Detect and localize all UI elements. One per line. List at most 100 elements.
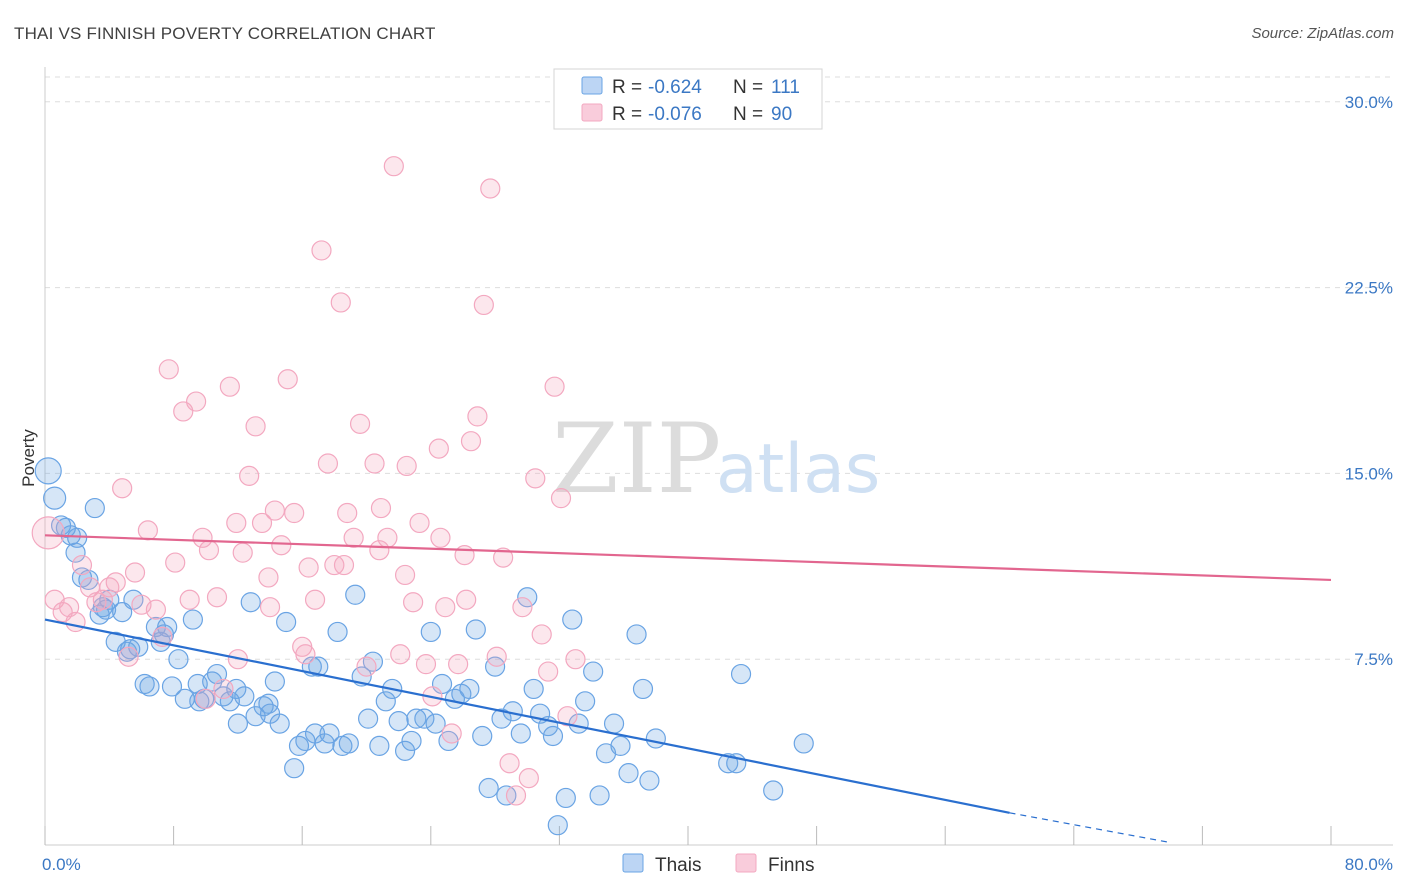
finns-point [264,500,285,521]
finns-point [92,589,113,610]
thais-n-label: N = [733,77,763,98]
finns-n-value: 90 [771,104,792,125]
thais-point [234,686,255,707]
finns-point [550,488,572,509]
finns-point [349,413,371,434]
finns-point [124,562,146,583]
finns-point [304,589,326,610]
source-credit: Source: ZipAtlas.com [1251,25,1394,42]
finns-point [165,552,186,573]
thais-point [632,678,654,700]
finns-r-value: -0.076 [648,104,702,125]
finns-point [467,406,488,427]
thais-point [645,728,666,749]
thais-point [259,703,281,724]
thais-point [465,619,486,640]
finns-point [298,557,319,578]
finns-point [518,768,539,789]
finns-n-label: N = [733,104,763,125]
y-axis-label: Poverty [19,429,38,487]
thais-point [555,787,576,809]
legend-finns-swatch [735,853,757,873]
thais-point [139,676,160,697]
thais-point [43,486,67,510]
thais-point [401,730,422,752]
thais-point [562,609,583,630]
finns-point [369,540,390,561]
y-tick-label: 30.0% [1345,93,1393,112]
finns-point [145,599,167,620]
thais-point [542,725,564,747]
tick-labels: 7.5% 15.0% 22.5% 30.0% 0.0% 80.0% [42,93,1393,874]
thais-point [240,592,261,613]
trend-lines [44,534,1332,844]
thais-point [358,708,379,729]
y-tick-label: 7.5% [1354,650,1393,669]
finns-point [295,644,316,665]
finns-point [364,453,385,474]
finns-point [277,369,298,390]
thais-point [78,569,99,591]
thais-point [459,678,480,700]
thais-point [338,733,359,754]
thais-point [394,740,416,761]
finns-point [213,678,234,700]
thais-point [763,780,784,801]
thais-point [67,527,88,548]
finns-point [415,654,437,675]
finns-point [137,520,158,541]
finns-point [557,706,578,727]
finns-point [538,661,559,682]
finns-point [71,554,93,576]
finns-r-label: R = [612,104,642,125]
finns-point [343,527,364,548]
finns-point [198,540,220,561]
finns-point [251,512,273,534]
thais-point [145,616,167,638]
finns-point [258,567,279,588]
thais-point [523,678,544,700]
finns-point [259,597,281,618]
thais-point [284,758,305,779]
thais-point [161,676,183,697]
finns-point [192,527,213,548]
thais-point [730,663,752,685]
finns-point [473,294,494,316]
finns-point [337,502,358,524]
axes [44,67,1393,846]
finns-point [448,654,469,675]
finns-point [206,587,228,608]
watermark-zip: ZIP [552,403,721,515]
finns-point [544,376,565,397]
finns-trend-line [44,534,1332,582]
finns-point [512,597,533,618]
finns-point [317,453,339,474]
finns-point [195,688,216,709]
finns-point [486,646,507,667]
finns-point [239,465,260,486]
thais-point [626,624,647,645]
data-points [31,156,814,836]
finns-point [219,376,240,397]
finns-point [428,438,449,459]
x-tick-label-max: 80.0% [1345,855,1393,874]
thais-point [420,621,441,643]
thais-point [319,723,340,744]
finns-point [226,512,247,534]
finns-point [311,240,332,261]
legend-thais-label: Thais [655,855,701,876]
thais-point [388,711,409,732]
thais-point [425,713,446,734]
thais-n-value: 111 [771,77,800,98]
finns-point [179,589,200,610]
thais-point [34,457,62,485]
thais-point [472,725,493,747]
thais-point [639,770,660,791]
y-tick-label: 22.5% [1345,279,1393,298]
finns-point [186,391,207,412]
finns-point [65,611,86,633]
thais-point [206,663,228,685]
finns-point [284,502,305,524]
thais-r-label: R = [612,77,642,98]
finns-point [158,359,179,380]
